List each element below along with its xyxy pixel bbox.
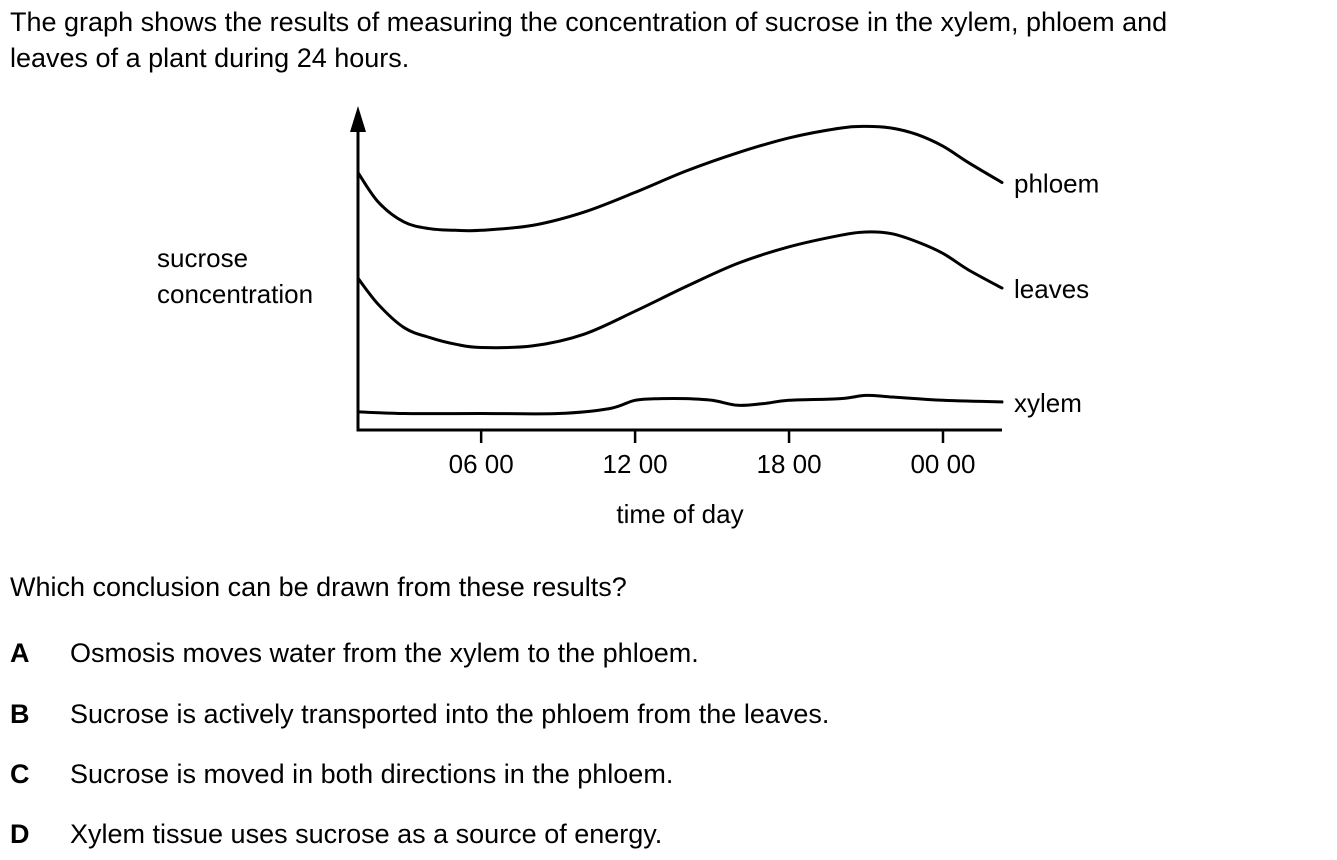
option-a[interactable]: A Osmosis moves water from the xylem to t… bbox=[10, 636, 699, 670]
series-label-leaves: leaves bbox=[1014, 274, 1089, 304]
question-text: Which conclusion can be drawn from these… bbox=[10, 572, 627, 602]
intro-text: The graph shows the results of measuring… bbox=[10, 4, 1335, 76]
y-axis-label-line-2: concentration bbox=[157, 279, 313, 309]
option-a-letter: A bbox=[10, 638, 30, 668]
intro-line-1: The graph shows the results of measuring… bbox=[10, 7, 1168, 37]
option-d-text: Xylem tissue uses sucrose as a source of… bbox=[70, 819, 663, 849]
series-label-phloem: phloem bbox=[1014, 169, 1099, 199]
series-label-xylem: xylem bbox=[1014, 388, 1082, 418]
y-axis-arrow-icon bbox=[350, 106, 366, 132]
series-line-xylem bbox=[356, 393, 1004, 416]
option-b-letter: B bbox=[10, 699, 30, 729]
x-tick-label-4: 00 00 bbox=[910, 449, 975, 479]
x-tick-label-1: 06 00 bbox=[449, 449, 514, 479]
option-a-text: Osmosis moves water from the xylem to th… bbox=[70, 638, 699, 668]
y-axis-label-line-1: sucrose bbox=[157, 243, 248, 273]
x-tick-label-2: 12 00 bbox=[603, 449, 668, 479]
option-c-letter: C bbox=[10, 759, 30, 789]
intro-line-2: leaves of a plant during 24 hours. bbox=[10, 43, 410, 73]
option-b-text: Sucrose is actively transported into the… bbox=[70, 699, 830, 729]
x-axis-label: time of day bbox=[616, 499, 743, 529]
option-c-text: Sucrose is moved in both directions in t… bbox=[70, 759, 674, 789]
series-line-leaves bbox=[356, 230, 1004, 350]
series-line-phloem bbox=[356, 124, 1004, 233]
x-tick-label-3: 18 00 bbox=[757, 449, 822, 479]
sucrose-concentration-graph: 06 00 12 00 18 00 00 00 time of day sucrose co… bbox=[157, 106, 1099, 529]
option-c[interactable]: C Sucrose is moved in both directions in … bbox=[10, 757, 673, 791]
option-d-letter: D bbox=[10, 819, 30, 849]
option-d[interactable]: D Xylem tissue uses sucrose as a source o… bbox=[10, 817, 662, 851]
option-b[interactable]: B Sucrose is actively transported into th… bbox=[10, 697, 829, 731]
